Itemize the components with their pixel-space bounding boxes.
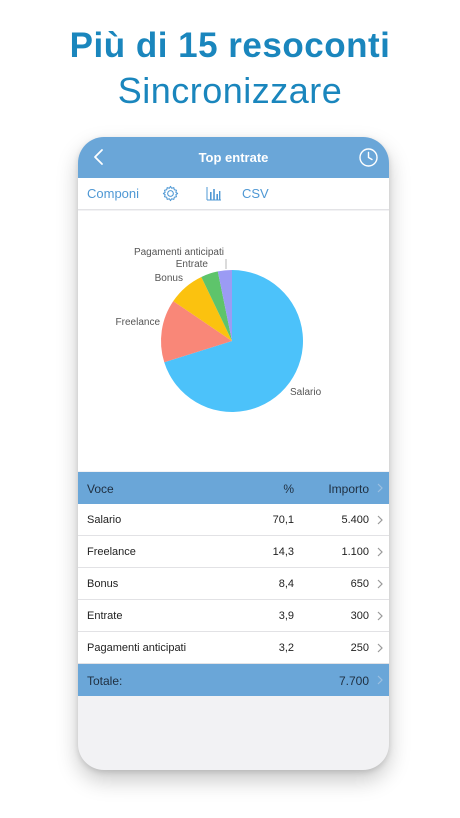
chevron-right-icon (377, 675, 383, 685)
table-row[interactable]: Entrate 3,9 300 (78, 600, 389, 632)
pie-slice-freelance[interactable] (161, 301, 232, 363)
row-pct: 14,3 (272, 546, 294, 558)
row-pct: 3,2 (278, 642, 294, 654)
bar-chart-icon[interactable] (206, 185, 222, 201)
pie-label: Entrate (176, 259, 209, 270)
chevron-right-icon (377, 579, 383, 589)
chevron-right-icon (377, 483, 383, 493)
row-pct: 8,4 (278, 578, 294, 590)
clock-icon[interactable] (358, 147, 379, 168)
chevron-left-icon[interactable] (90, 145, 110, 169)
row-importo: 1.100 (341, 546, 369, 558)
pie-label: Freelance (116, 317, 161, 328)
pie-slice-bonus[interactable] (173, 276, 232, 341)
nav-bar: Top entrate (78, 137, 389, 178)
row-pct: 70,1 (272, 514, 294, 526)
row-voce: Entrate (87, 610, 123, 622)
row-importo: 650 (350, 578, 369, 590)
chevron-right-icon (377, 515, 383, 525)
pie-chart: Salario Freelance Bonus Entrate Pagamenti an… (78, 211, 389, 471)
chevron-right-icon (377, 547, 383, 557)
row-voce: Freelance (87, 546, 136, 558)
total-row: Totale: 7.700 (78, 664, 389, 696)
total-label: Totale: (87, 674, 123, 688)
header-pct[interactable]: % (283, 482, 294, 496)
toolbar: Componi CSV (78, 178, 389, 210)
header-voce[interactable]: Voce (87, 482, 114, 496)
row-voce: Bonus (87, 578, 119, 590)
table-row[interactable]: Freelance 14,3 1.100 (78, 536, 389, 568)
table-row[interactable]: Pagamenti anticipati 3,2 250 (78, 632, 389, 664)
pie-slice-pagamenti-anticipati[interactable] (217, 270, 232, 341)
row-pct: 3,9 (278, 610, 294, 622)
pie-label: Salario (290, 387, 322, 398)
promo-subheadline: Sincronizzare (117, 70, 343, 111)
gear-icon[interactable] (161, 184, 180, 203)
table-header: Voce % Importo (78, 472, 389, 504)
row-voce: Pagamenti anticipati (87, 642, 187, 654)
header-importo[interactable]: Importo (328, 482, 369, 496)
pie-slice-salario[interactable] (164, 270, 303, 412)
componi-button[interactable]: Componi (87, 186, 140, 201)
row-importo: 250 (350, 642, 369, 654)
row-importo: 300 (350, 610, 369, 622)
table-row[interactable]: Salario 70,1 5.400 (78, 504, 389, 536)
pie-label: Pagamenti anticipati (134, 247, 224, 258)
table-row[interactable]: Bonus 8,4 650 (78, 568, 389, 600)
total-value: 7.700 (338, 674, 369, 688)
csv-button[interactable]: CSV (242, 186, 269, 201)
pie-label: Bonus (155, 273, 183, 284)
promo-headline: Più di 15 resoconti (69, 26, 391, 65)
chevron-right-icon (377, 611, 383, 621)
row-importo: 5.400 (341, 514, 369, 526)
chevron-right-icon (377, 643, 383, 653)
pie-slice-entrate[interactable] (201, 271, 232, 341)
page-title: Top entrate (198, 150, 269, 165)
phone-frame: Top entrate Componi CSV Salario Freelance… (78, 137, 389, 770)
row-voce: Salario (87, 514, 122, 526)
